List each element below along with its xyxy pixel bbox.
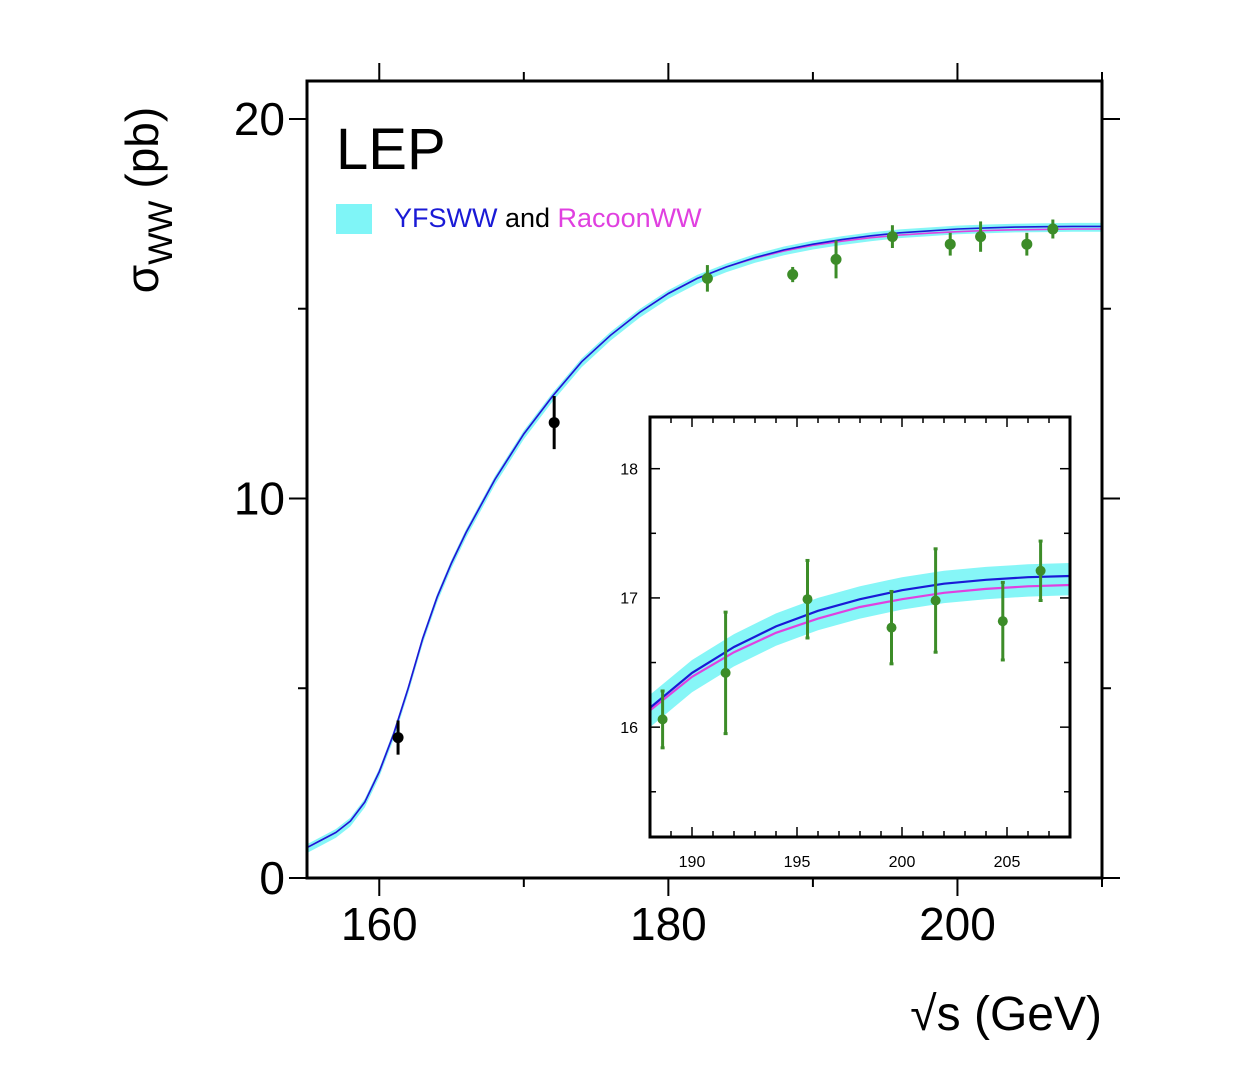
main-point-marker bbox=[975, 231, 987, 243]
main-data-point bbox=[975, 221, 987, 252]
inset-data-point bbox=[720, 610, 731, 736]
main-y-tick-label: 20 bbox=[234, 93, 285, 145]
inset-line-yfsww bbox=[650, 574, 1070, 709]
inset-data-point bbox=[997, 580, 1008, 662]
svg-text:σWW(pb): σWW (pb) bbox=[116, 107, 180, 293]
inset-background bbox=[650, 417, 1070, 837]
inset-data-point bbox=[886, 589, 897, 666]
y-axis-subscript: WW bbox=[142, 201, 180, 265]
main-point-marker bbox=[944, 238, 956, 250]
x-axis-label: √s (GeV) bbox=[910, 988, 1102, 1041]
inset-point-marker bbox=[720, 667, 731, 678]
inset-axis-ticks: 190 195 200 205 16 17 18 bbox=[620, 417, 1071, 871]
main-point-marker bbox=[548, 417, 560, 429]
inset-data-points bbox=[657, 539, 1046, 750]
inset-data-point bbox=[1035, 539, 1046, 603]
inset-y-tick-label: 18 bbox=[620, 461, 638, 478]
inset-y-tick-label: 17 bbox=[620, 591, 638, 608]
main-line-yfsww bbox=[307, 225, 1102, 849]
legend-text: YFSWW and RacoonWW bbox=[394, 203, 702, 233]
legend-entry-and: and bbox=[497, 203, 557, 233]
inset-data-point bbox=[930, 547, 941, 654]
inset-x-tick-label: 205 bbox=[994, 854, 1021, 871]
main-axis-ticks: 160 180 200 0 10 20 bbox=[234, 63, 1120, 950]
inset-point-marker bbox=[657, 714, 668, 725]
main-data-point bbox=[548, 396, 560, 450]
legend-band-swatch bbox=[336, 204, 372, 234]
main-x-tick-label: 160 bbox=[341, 898, 418, 950]
main-data-points bbox=[392, 219, 1059, 755]
inset-line-racoonww bbox=[650, 583, 1070, 712]
main-point-marker bbox=[830, 253, 842, 265]
main-data-point bbox=[1021, 232, 1033, 256]
main-data-point bbox=[787, 266, 799, 283]
main-data-point bbox=[830, 240, 842, 279]
main-data-point bbox=[392, 720, 404, 755]
main-point-marker bbox=[787, 269, 799, 281]
main-plot-frame bbox=[305, 79, 1104, 880]
inset-band-area bbox=[650, 563, 1070, 728]
main-data-point bbox=[701, 265, 713, 292]
inset-point-marker bbox=[930, 595, 941, 606]
main-x-tick-label: 180 bbox=[630, 898, 707, 950]
main-data-point bbox=[944, 232, 956, 256]
main-y-tick-label: 10 bbox=[234, 473, 285, 525]
main-point-marker bbox=[886, 231, 898, 243]
inset-data-point bbox=[657, 689, 668, 750]
main-point-marker bbox=[701, 272, 713, 284]
inset-y-tick-label: 16 bbox=[620, 720, 638, 737]
y-axis-unit: (pb) bbox=[116, 107, 168, 189]
inset-point-marker bbox=[997, 616, 1008, 627]
inset-x-tick-label: 195 bbox=[784, 854, 811, 871]
main-data-point bbox=[886, 225, 898, 248]
main-data-point bbox=[1047, 219, 1059, 239]
main-theory-lines bbox=[307, 225, 1102, 849]
experiment-label: LEP bbox=[336, 117, 446, 182]
y-axis-symbol: σ bbox=[116, 265, 168, 293]
inset-x-tick-label: 200 bbox=[889, 854, 916, 871]
main-point-marker bbox=[1021, 238, 1033, 250]
main-point-marker bbox=[392, 732, 404, 744]
legend: YFSWW and RacoonWW bbox=[336, 203, 702, 234]
inset-data-point bbox=[802, 558, 813, 640]
legend-entry-yfsww: YFSWW bbox=[394, 203, 498, 233]
inset-point-marker bbox=[802, 594, 813, 605]
y-axis-label: σWW (pb) bbox=[116, 107, 180, 293]
inset-x-tick-label: 190 bbox=[679, 854, 706, 871]
inset-point-marker bbox=[1035, 565, 1046, 576]
main-x-tick-label: 200 bbox=[919, 898, 996, 950]
legend-entry-racoonww: RacoonWW bbox=[558, 203, 703, 233]
inset-point-marker bbox=[886, 622, 897, 633]
main-point-marker bbox=[1047, 223, 1059, 235]
inset-theory-lines bbox=[650, 574, 1070, 712]
main-y-tick-label: 0 bbox=[259, 852, 285, 904]
inset-theory-band bbox=[650, 563, 1070, 728]
